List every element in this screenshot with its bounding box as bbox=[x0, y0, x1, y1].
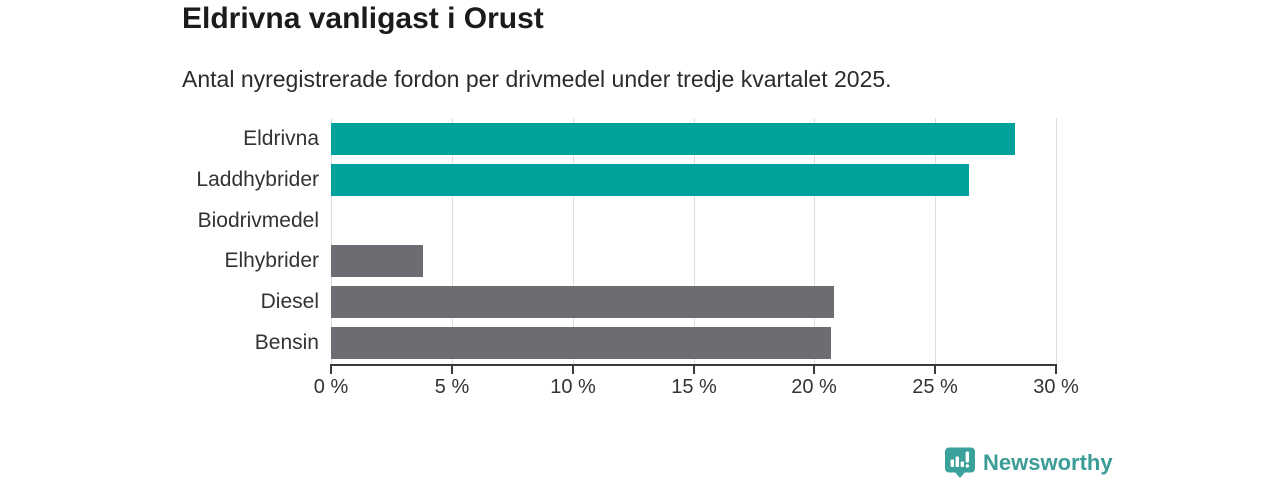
x-tick-label-15: 15 % bbox=[671, 376, 717, 398]
x-tick-mark-15 bbox=[693, 366, 695, 374]
bar-elhybrider bbox=[331, 245, 423, 277]
bar-eldrivna bbox=[331, 123, 1015, 155]
category-label-elhybrider: Elhybrider bbox=[224, 249, 319, 272]
bar-bensin bbox=[331, 327, 831, 359]
x-tick-label-5: 5 % bbox=[434, 376, 470, 398]
newsworthy-logo-text: Newsworthy bbox=[983, 449, 1113, 475]
gridline-0 bbox=[331, 118, 332, 364]
x-tick-mark-30 bbox=[1055, 366, 1057, 374]
category-label-diesel: Diesel bbox=[260, 290, 319, 313]
category-label-eldrivna: Eldrivna bbox=[243, 127, 319, 150]
chart-title: Eldrivna vanligast i Orust bbox=[182, 2, 544, 35]
bar-laddhybrider bbox=[331, 164, 969, 196]
gridline-15 bbox=[694, 118, 695, 364]
x-tick-label-30: 30 % bbox=[1033, 376, 1079, 398]
x-axis-line bbox=[330, 364, 1057, 366]
newsworthy-logo: Newsworthy bbox=[944, 446, 1113, 479]
x-tick-mark-20 bbox=[813, 366, 815, 374]
category-label-laddhybrider: Laddhybrider bbox=[196, 168, 319, 191]
gridline-25 bbox=[935, 118, 936, 364]
x-tick-mark-0 bbox=[330, 366, 332, 374]
x-tick-label-25: 25 % bbox=[912, 376, 958, 398]
bar-chart-pin-icon bbox=[945, 447, 975, 478]
gridline-10 bbox=[573, 118, 574, 364]
x-tick-mark-10 bbox=[572, 366, 574, 374]
category-label-bensin: Bensin bbox=[254, 331, 319, 354]
gridline-30 bbox=[1056, 118, 1057, 364]
category-axis-labels: Eldrivna Laddhybrider Biodrivmedel Elhybrid… bbox=[0, 118, 319, 364]
x-tick-mark-5 bbox=[451, 366, 453, 374]
bar-plot-area bbox=[331, 118, 1057, 364]
bar-diesel bbox=[331, 286, 834, 318]
x-tick-label-0: 0 % bbox=[313, 376, 349, 398]
x-axis: 0 % 5 % 10 % 15 % 20 % 25 % 30 % bbox=[314, 364, 1079, 404]
chart-subtitle: Antal nyregistrerade fordon per drivmede… bbox=[182, 66, 892, 92]
x-tick-mark-25 bbox=[934, 366, 936, 374]
gridline-20 bbox=[814, 118, 815, 364]
gridline-5 bbox=[452, 118, 453, 364]
x-tick-label-10: 10 % bbox=[550, 376, 596, 398]
x-tick-label-20: 20 % bbox=[791, 376, 837, 398]
category-label-biodrivmedel: Biodrivmedel bbox=[197, 209, 319, 232]
